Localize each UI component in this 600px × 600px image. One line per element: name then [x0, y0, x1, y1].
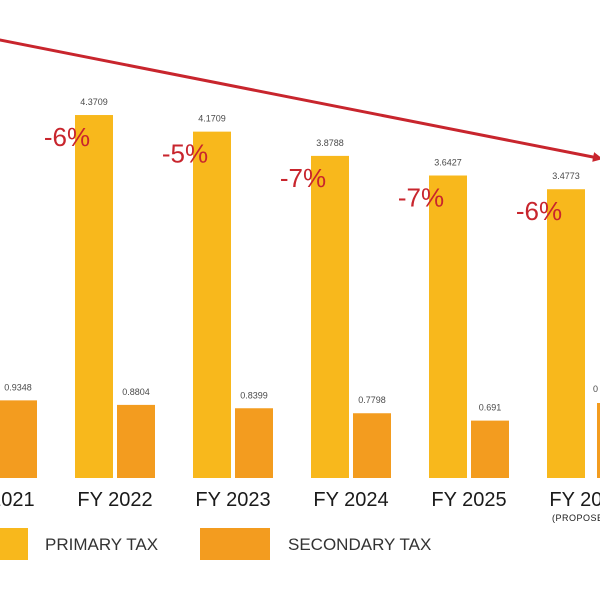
bars-layer: [0, 115, 600, 478]
bar-primary-tax-3: [311, 155, 349, 478]
category-label-4: FY 2025: [431, 489, 506, 511]
legend-swatch-secondary-tax: [200, 528, 270, 560]
category-label-3: FY 2024: [313, 489, 388, 511]
category-label-2: FY 2023: [195, 489, 270, 511]
bar-secondary-tax-2: [235, 408, 273, 478]
value-label-primary-tax-4: 3.6427: [434, 157, 462, 167]
percent-change-label-0: -6%: [44, 122, 90, 152]
percent-change-label-4: -6%: [516, 196, 562, 226]
value-label-secondary-tax-2: 0.8399: [240, 390, 268, 400]
bar-secondary-tax-4: [471, 420, 509, 478]
legend-label-secondary-tax: SECONDARY TAX: [288, 535, 431, 554]
value-label-primary-tax-3: 3.8788: [316, 138, 344, 148]
bar-primary-tax-2: [193, 131, 231, 478]
category-labels-layer: FY 2021 FY 2022 FY 2023 FY 2024 FY 2025 FY 20…: [0, 489, 600, 523]
value-labels-layer: 0.9348 4.3709 0.8804 4.1709 0.8399 3.8788 0.77…: [4, 97, 598, 413]
percent-change-label-2: -7%: [280, 163, 326, 193]
percent-change-label-3: -7%: [398, 182, 444, 212]
bar-secondary-tax-5: [597, 403, 600, 478]
bar-primary-tax-4: [429, 175, 467, 478]
value-label-secondary-tax-4: 0.691: [479, 403, 502, 413]
bar-primary-tax-1: [75, 115, 113, 478]
value-label-secondary-tax-1: 0.8804: [122, 387, 150, 397]
percent-change-label-1: -5%: [162, 139, 208, 169]
legend-swatch-primary-tax: [0, 528, 28, 560]
category-note-5: (PROPOSED): [552, 513, 600, 523]
bar-secondary-tax-1: [117, 404, 155, 478]
value-label-primary-tax-5: 3.4773: [552, 171, 580, 181]
percent-change-labels-layer: -6% -5% -7% -7% -6%: [44, 122, 562, 226]
legend-label-primary-tax: PRIMARY TAX: [45, 535, 158, 554]
bar-secondary-tax-0: [0, 400, 37, 478]
value-label-secondary-tax-3: 0.7798: [358, 395, 386, 405]
value-label-primary-tax-2: 4.1709: [198, 114, 226, 124]
value-label-primary-tax-1: 4.3709: [80, 97, 108, 107]
category-label-1: FY 2022: [77, 489, 152, 511]
legend: PRIMARY TAX SECONDARY TAX: [0, 528, 431, 560]
bar-secondary-tax-3: [353, 413, 391, 478]
value-label-secondary-tax-5: 0: [593, 384, 598, 394]
value-label-secondary-tax-0: 0.9348: [4, 382, 32, 392]
category-label-5: FY 2026: [549, 489, 600, 511]
category-label-0: FY 2021: [0, 489, 35, 511]
bar-primary-tax-5: [547, 189, 585, 478]
trend-arrow: [0, 38, 600, 162]
